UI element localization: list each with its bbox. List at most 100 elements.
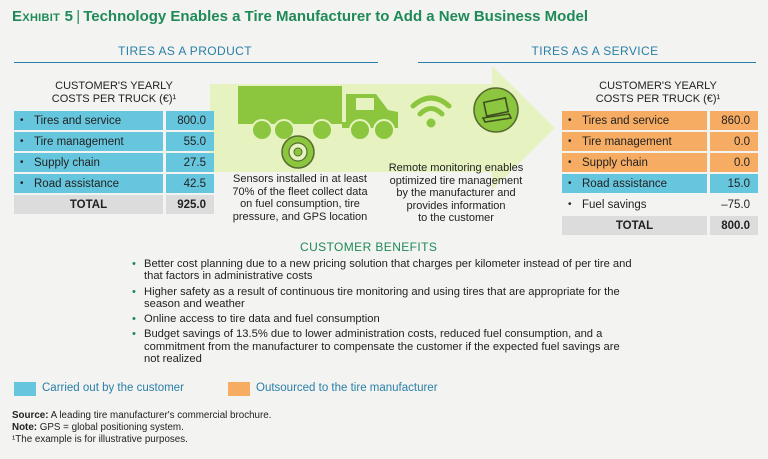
- total-row: TOTAL 925.0: [14, 195, 214, 214]
- monitoring-caption-line: Remote monitoring enables: [388, 162, 524, 174]
- footer-notes: Source: A leading tire manufacturer's co…: [12, 410, 271, 446]
- total-row: TOTAL 800.0: [562, 216, 758, 235]
- bullet-icon: •: [568, 178, 572, 189]
- row-label-text: Road assistance: [34, 177, 120, 190]
- right-table-title: CUSTOMER'S YEARLY COSTS PER TRUCK (€)¹: [558, 80, 758, 106]
- left-table-title: CUSTOMER'S YEARLY COSTS PER TRUCK (€)¹: [14, 80, 214, 106]
- legend-swatch-manufacturer: [228, 382, 250, 396]
- row-label-text: Tires and service: [34, 114, 122, 127]
- sensors-caption-line: Sensors installed in at least: [233, 173, 367, 185]
- row-value: –75.0: [721, 198, 750, 211]
- source-note: Source: A leading tire manufacturer's co…: [12, 410, 271, 422]
- table-row: • Tire management 55.0: [14, 132, 214, 151]
- table-row: • Fuel savings –75.0: [562, 195, 758, 214]
- legend-label-customer: Carried out by the customer: [42, 382, 184, 394]
- row-value: 55.0: [166, 132, 214, 151]
- sensors-caption: Sensors installed in at least 70% of the…: [220, 173, 380, 223]
- row-label: • Fuel savings: [562, 195, 707, 214]
- row-label-text: Road assistance: [582, 177, 668, 190]
- bullet-icon: •: [568, 157, 572, 168]
- left-table-title-line: CUSTOMER'S YEARLY: [55, 80, 173, 92]
- truck-icon: [238, 86, 398, 141]
- source-text: A leading tire manufacturer's commercial…: [48, 410, 272, 421]
- row-label: • Tires and service: [562, 111, 707, 130]
- row-value: 800.0: [166, 111, 214, 130]
- row-label-text: Supply chain: [34, 156, 100, 169]
- laptop-icon: [473, 87, 519, 133]
- right-table-title-line: CUSTOMER'S YEARLY: [599, 80, 717, 92]
- total-value: 925.0: [166, 195, 214, 214]
- table-row: • Tire management 0.0: [562, 132, 758, 151]
- footnote: ¹The example is for illustrative purpose…: [12, 434, 188, 445]
- bullet-icon: •: [568, 136, 572, 147]
- exhibit-title-text: Technology Enables a Tire Manufacturer t…: [83, 8, 589, 25]
- left-table-title-line: COSTS PER TRUCK (€)¹: [51, 93, 177, 105]
- tire-sensor-icon: [281, 135, 315, 169]
- total-value: 800.0: [710, 216, 758, 235]
- row-value: 15.0: [710, 174, 758, 193]
- row-label: • Supply chain: [562, 153, 707, 172]
- row-label: • Tires and service: [14, 111, 163, 130]
- row-value: 0.0: [710, 153, 758, 172]
- table-row: • Supply chain 0.0: [562, 153, 758, 172]
- list-item: Better cost planning due to a new pricin…: [132, 258, 632, 283]
- right-cost-table: • Tires and service 860.0 • Tire managemen…: [562, 111, 758, 235]
- bullet-icon: •: [20, 178, 24, 189]
- wifi-icon: [410, 95, 452, 128]
- section-title-service: TIRES AS A SERVICE: [531, 44, 659, 58]
- section-divider-left: [14, 62, 378, 63]
- exhibit-title: Exhibit 5 | Technology Enables a Tire Manu…: [12, 8, 588, 25]
- table-row: • Tires and service 860.0: [562, 111, 758, 130]
- list-item: Budget savings of 13.5% due to lower adm…: [132, 328, 632, 365]
- row-label: • Road assistance: [562, 174, 707, 193]
- title-separator: |: [76, 8, 81, 25]
- note-text: GPS = global positioning system.: [37, 422, 184, 433]
- row-label-text: Tires and service: [582, 114, 670, 127]
- row-label: • Road assistance: [14, 174, 163, 193]
- bullet-icon: •: [20, 136, 24, 147]
- monitoring-caption-line: to the customer: [418, 212, 494, 224]
- source-label: Source:: [12, 410, 49, 421]
- legend-label-manufacturer: Outsourced to the tire manufacturer: [256, 382, 438, 394]
- section-title-product: TIRES AS A PRODUCT: [118, 44, 252, 58]
- monitoring-caption-line: provides information: [406, 199, 506, 212]
- sensors-caption-line: on fuel consumption, tire: [240, 198, 360, 210]
- benefits-list: Better cost planning due to a new pricin…: [132, 258, 632, 368]
- total-label: TOTAL: [562, 216, 707, 235]
- monitoring-caption-line: by the manufacturer and: [396, 187, 516, 199]
- section-divider-right: [418, 62, 756, 63]
- row-label: • Tire management: [562, 132, 707, 151]
- sensors-caption-line: 70% of the fleet collect data: [232, 185, 368, 198]
- monitoring-caption-line: optimized tire management: [389, 174, 523, 187]
- row-label: • Supply chain: [14, 153, 163, 172]
- table-row: • Road assistance 42.5: [14, 174, 214, 193]
- sensors-caption-line: pressure, and GPS location: [232, 210, 368, 223]
- list-item: Higher safety as a result of continuous …: [132, 286, 632, 311]
- row-label-text: Tire management: [582, 135, 672, 148]
- note: Note: GPS = global positioning system.: [12, 422, 271, 434]
- row-label-text: Fuel savings: [582, 198, 647, 211]
- bullet-icon: •: [568, 115, 572, 126]
- row-label: • Tire management: [14, 132, 163, 151]
- row-value: 27.5: [166, 153, 214, 172]
- monitoring-caption: Remote monitoring enables optimized tire…: [386, 162, 526, 225]
- row-value: 42.5: [166, 174, 214, 193]
- legend-swatch-customer: [14, 382, 36, 396]
- list-item: Online access to tire data and fuel cons…: [132, 313, 632, 326]
- bullet-icon: •: [20, 115, 24, 126]
- benefits-title: CUSTOMER BENEFITS: [300, 240, 438, 254]
- table-row: • Supply chain 27.5: [14, 153, 214, 172]
- row-value: 860.0: [710, 111, 758, 130]
- left-cost-table: • Tires and service 800.0 • Tire managemen…: [14, 111, 214, 214]
- bullet-icon: •: [568, 199, 572, 210]
- row-label-text: Tire management: [34, 135, 124, 148]
- row-label-text: Supply chain: [582, 156, 648, 169]
- bullet-icon: •: [20, 157, 24, 168]
- total-label: TOTAL: [14, 195, 163, 214]
- table-row: • Tires and service 800.0: [14, 111, 214, 130]
- right-table-title-line: COSTS PER TRUCK (€)¹: [595, 93, 721, 105]
- table-row: • Road assistance 15.0: [562, 174, 758, 193]
- row-value: 0.0: [710, 132, 758, 151]
- exhibit-number: Exhibit 5: [12, 8, 74, 25]
- note-label: Note:: [12, 422, 38, 433]
